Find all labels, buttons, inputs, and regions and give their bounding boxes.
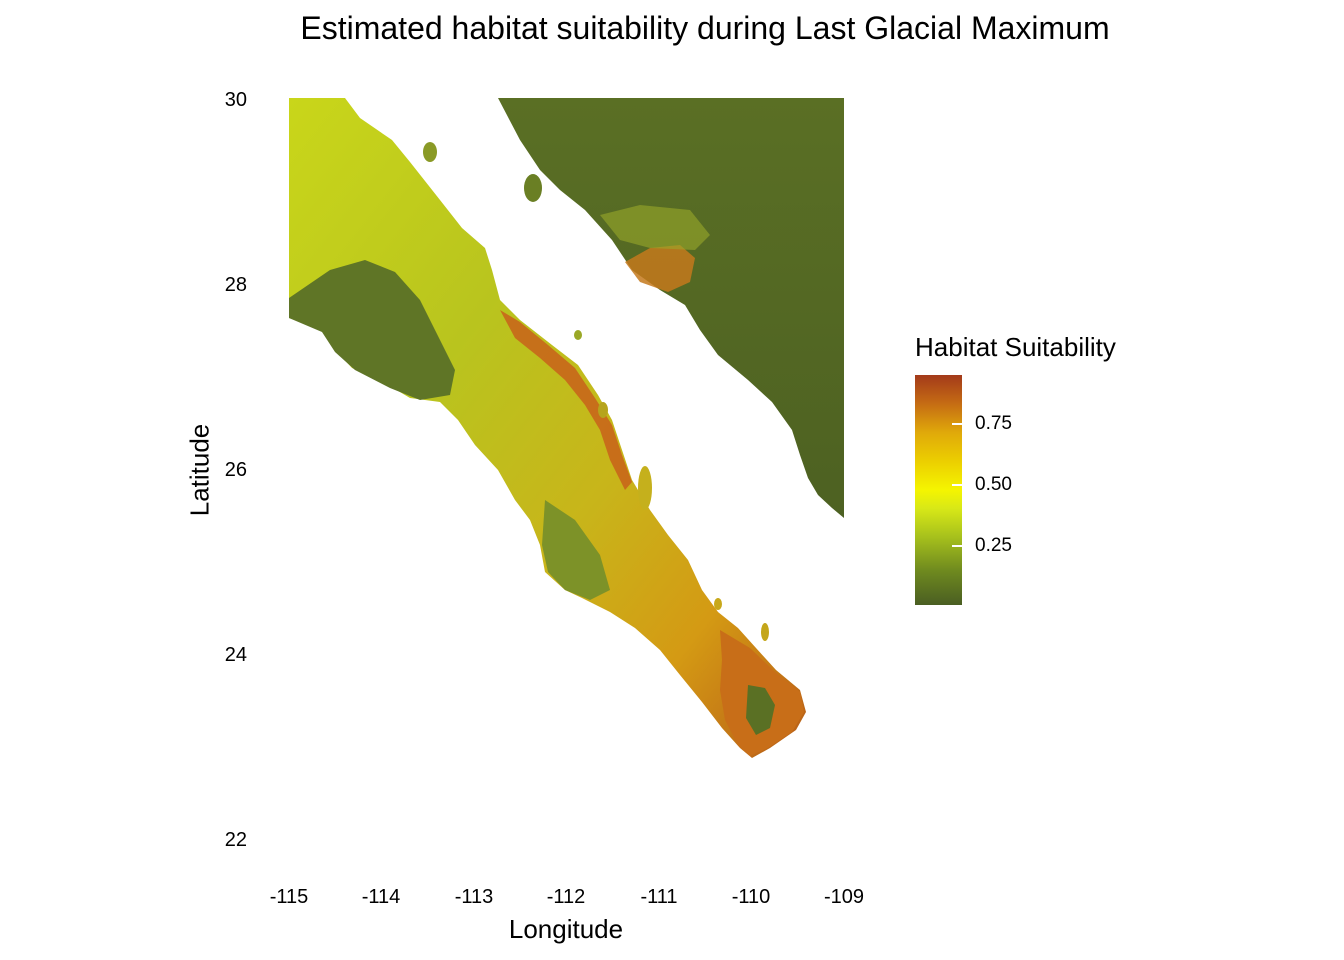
east-coast-hotstrip xyxy=(500,310,632,490)
legend-colorbar xyxy=(915,375,962,605)
y-tick-label: 24 xyxy=(224,644,247,666)
island xyxy=(524,174,542,202)
x-tick-label: -114 xyxy=(361,886,401,908)
mainland-region xyxy=(498,98,844,518)
x-tick-label: -109 xyxy=(823,886,865,908)
legend-tick-mark xyxy=(952,423,962,425)
island xyxy=(638,466,652,510)
y-tick-label: 28 xyxy=(224,274,247,296)
x-tick-label: -111 xyxy=(640,886,678,908)
legend-tick-mark xyxy=(952,545,962,547)
x-tick-label: -115 xyxy=(269,886,309,908)
y-tick-label: 30 xyxy=(224,89,247,111)
y-tick-label: 22 xyxy=(224,829,247,851)
magdalena-plain xyxy=(542,500,610,600)
mainland-hotspot xyxy=(625,245,695,292)
legend-tick-label: 0.25 xyxy=(975,535,1012,556)
island xyxy=(423,142,437,162)
island xyxy=(598,402,608,418)
y-tick-label: 26 xyxy=(224,459,247,481)
legend-tick-label: 0.50 xyxy=(975,474,1012,495)
cape-dark-core xyxy=(746,685,775,735)
x-tick-label: -112 xyxy=(546,886,586,908)
vizcaino-lowland xyxy=(289,260,455,400)
x-axis-label: Longitude xyxy=(508,914,624,944)
mainland-light-patch xyxy=(600,205,710,250)
island xyxy=(714,598,722,610)
island xyxy=(761,623,769,641)
island xyxy=(574,330,582,340)
peninsula-region xyxy=(289,98,806,758)
x-tick-label: -110 xyxy=(731,886,771,908)
legend-tick-label: 0.75 xyxy=(975,413,1012,434)
x-tick-label: -113 xyxy=(454,886,494,908)
legend-tick-mark xyxy=(952,484,962,486)
chart-title: Estimated habitat suitability during Las… xyxy=(300,10,1110,46)
y-axis-label: Latitude xyxy=(184,423,215,517)
legend-title: Habitat Suitability xyxy=(915,332,1116,362)
